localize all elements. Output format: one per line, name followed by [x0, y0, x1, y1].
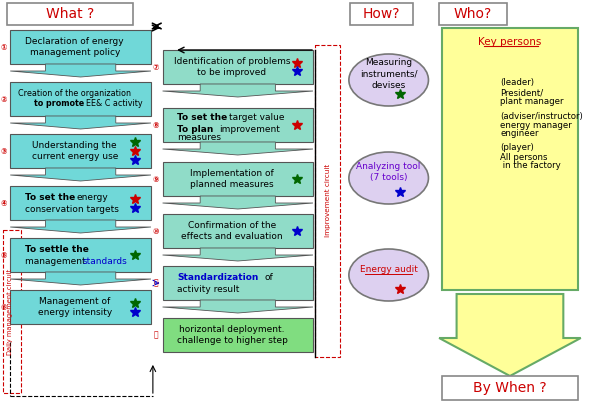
Polygon shape — [10, 116, 151, 129]
Text: (leader): (leader) — [500, 79, 534, 88]
FancyBboxPatch shape — [442, 28, 578, 290]
Polygon shape — [10, 220, 151, 233]
Text: By When ?: By When ? — [473, 381, 547, 395]
Polygon shape — [10, 64, 151, 77]
Text: Understanding the
current energy use: Understanding the current energy use — [32, 140, 118, 162]
Polygon shape — [10, 168, 151, 181]
Text: Who?: Who? — [454, 7, 492, 21]
Text: in the factory: in the factory — [500, 162, 561, 171]
Text: to promote: to promote — [34, 99, 84, 109]
Text: How?: How? — [362, 7, 400, 21]
Text: To plan: To plan — [177, 125, 214, 133]
Ellipse shape — [349, 54, 428, 106]
Text: ⑩: ⑩ — [152, 227, 159, 236]
FancyBboxPatch shape — [442, 376, 578, 400]
Text: ②: ② — [0, 94, 7, 103]
Ellipse shape — [349, 152, 428, 204]
Text: EE& C activity: EE& C activity — [86, 99, 142, 109]
Text: ①: ① — [0, 42, 7, 52]
Text: standards: standards — [82, 256, 127, 265]
FancyBboxPatch shape — [163, 50, 313, 84]
Text: Implementation of
planned measures: Implementation of planned measures — [190, 168, 274, 189]
Text: ⑪: ⑪ — [154, 278, 158, 287]
FancyBboxPatch shape — [163, 162, 313, 196]
Text: ⑨: ⑨ — [152, 175, 159, 184]
Text: Measuring
instruments/
devises: Measuring instruments/ devises — [360, 58, 418, 90]
Text: To settle the: To settle the — [25, 245, 89, 254]
Text: plant manager: plant manager — [500, 98, 564, 107]
Text: target value: target value — [229, 114, 284, 123]
Text: activity result: activity result — [177, 284, 239, 293]
Polygon shape — [163, 300, 313, 313]
Text: President/: President/ — [500, 88, 544, 98]
Text: ⑧: ⑧ — [152, 120, 159, 129]
Text: Creation of the organization: Creation of the organization — [18, 88, 131, 98]
Polygon shape — [10, 272, 151, 285]
FancyBboxPatch shape — [439, 3, 507, 25]
Text: Confirmation of the
effects and evaluation: Confirmation of the effects and evaluati… — [181, 221, 283, 241]
Text: All persons: All persons — [500, 153, 548, 162]
FancyBboxPatch shape — [350, 3, 413, 25]
FancyBboxPatch shape — [163, 266, 313, 300]
FancyBboxPatch shape — [10, 238, 151, 272]
Text: ⑦: ⑦ — [152, 63, 159, 72]
FancyBboxPatch shape — [10, 134, 151, 168]
Text: management: management — [25, 256, 88, 265]
Text: Standardization: Standardization — [177, 273, 259, 282]
Text: of: of — [265, 273, 273, 282]
Text: Daily management circuit: Daily management circuit — [7, 269, 13, 355]
Polygon shape — [163, 248, 313, 261]
Text: Identification of problems
to be improved: Identification of problems to be improve… — [174, 57, 290, 77]
Text: ⑫: ⑫ — [154, 330, 158, 339]
Text: improvement: improvement — [219, 125, 280, 133]
Text: horizontal deployment.
challenge to higher step: horizontal deployment. challenge to high… — [176, 325, 287, 346]
FancyBboxPatch shape — [10, 82, 151, 116]
Polygon shape — [163, 142, 313, 155]
FancyBboxPatch shape — [163, 318, 313, 352]
Text: energy: energy — [76, 193, 108, 201]
Polygon shape — [163, 196, 313, 209]
Text: Improvement circuit: Improvement circuit — [325, 163, 331, 236]
FancyBboxPatch shape — [10, 30, 151, 64]
Text: ④: ④ — [0, 199, 7, 208]
Text: Management of
energy intensity: Management of energy intensity — [38, 297, 112, 317]
Text: ⑤: ⑤ — [0, 250, 7, 260]
Text: energy manager: energy manager — [500, 120, 572, 129]
Text: Analyzing tool
(7 tools): Analyzing tool (7 tools) — [356, 162, 421, 182]
Polygon shape — [439, 294, 581, 376]
Text: ⑥: ⑥ — [0, 302, 7, 311]
FancyBboxPatch shape — [10, 186, 151, 220]
Text: (player): (player) — [500, 144, 534, 153]
Text: What ?: What ? — [46, 7, 95, 21]
Text: ③: ③ — [0, 147, 7, 155]
Text: engineer: engineer — [500, 129, 539, 138]
FancyBboxPatch shape — [163, 108, 313, 142]
FancyBboxPatch shape — [163, 214, 313, 248]
FancyBboxPatch shape — [10, 290, 151, 324]
Ellipse shape — [349, 249, 428, 301]
Text: (adviser/instructor): (adviser/instructor) — [500, 112, 583, 120]
Text: To set the: To set the — [25, 193, 75, 201]
Text: measures: measures — [177, 133, 221, 142]
Text: Declaration of energy
management policy: Declaration of energy management policy — [25, 37, 124, 57]
Text: Energy audit: Energy audit — [360, 265, 418, 274]
FancyBboxPatch shape — [7, 3, 133, 25]
Text: conservation targets: conservation targets — [25, 204, 119, 214]
Text: To set the: To set the — [177, 114, 227, 123]
Polygon shape — [163, 84, 313, 97]
Text: Key persons: Key persons — [478, 37, 542, 47]
